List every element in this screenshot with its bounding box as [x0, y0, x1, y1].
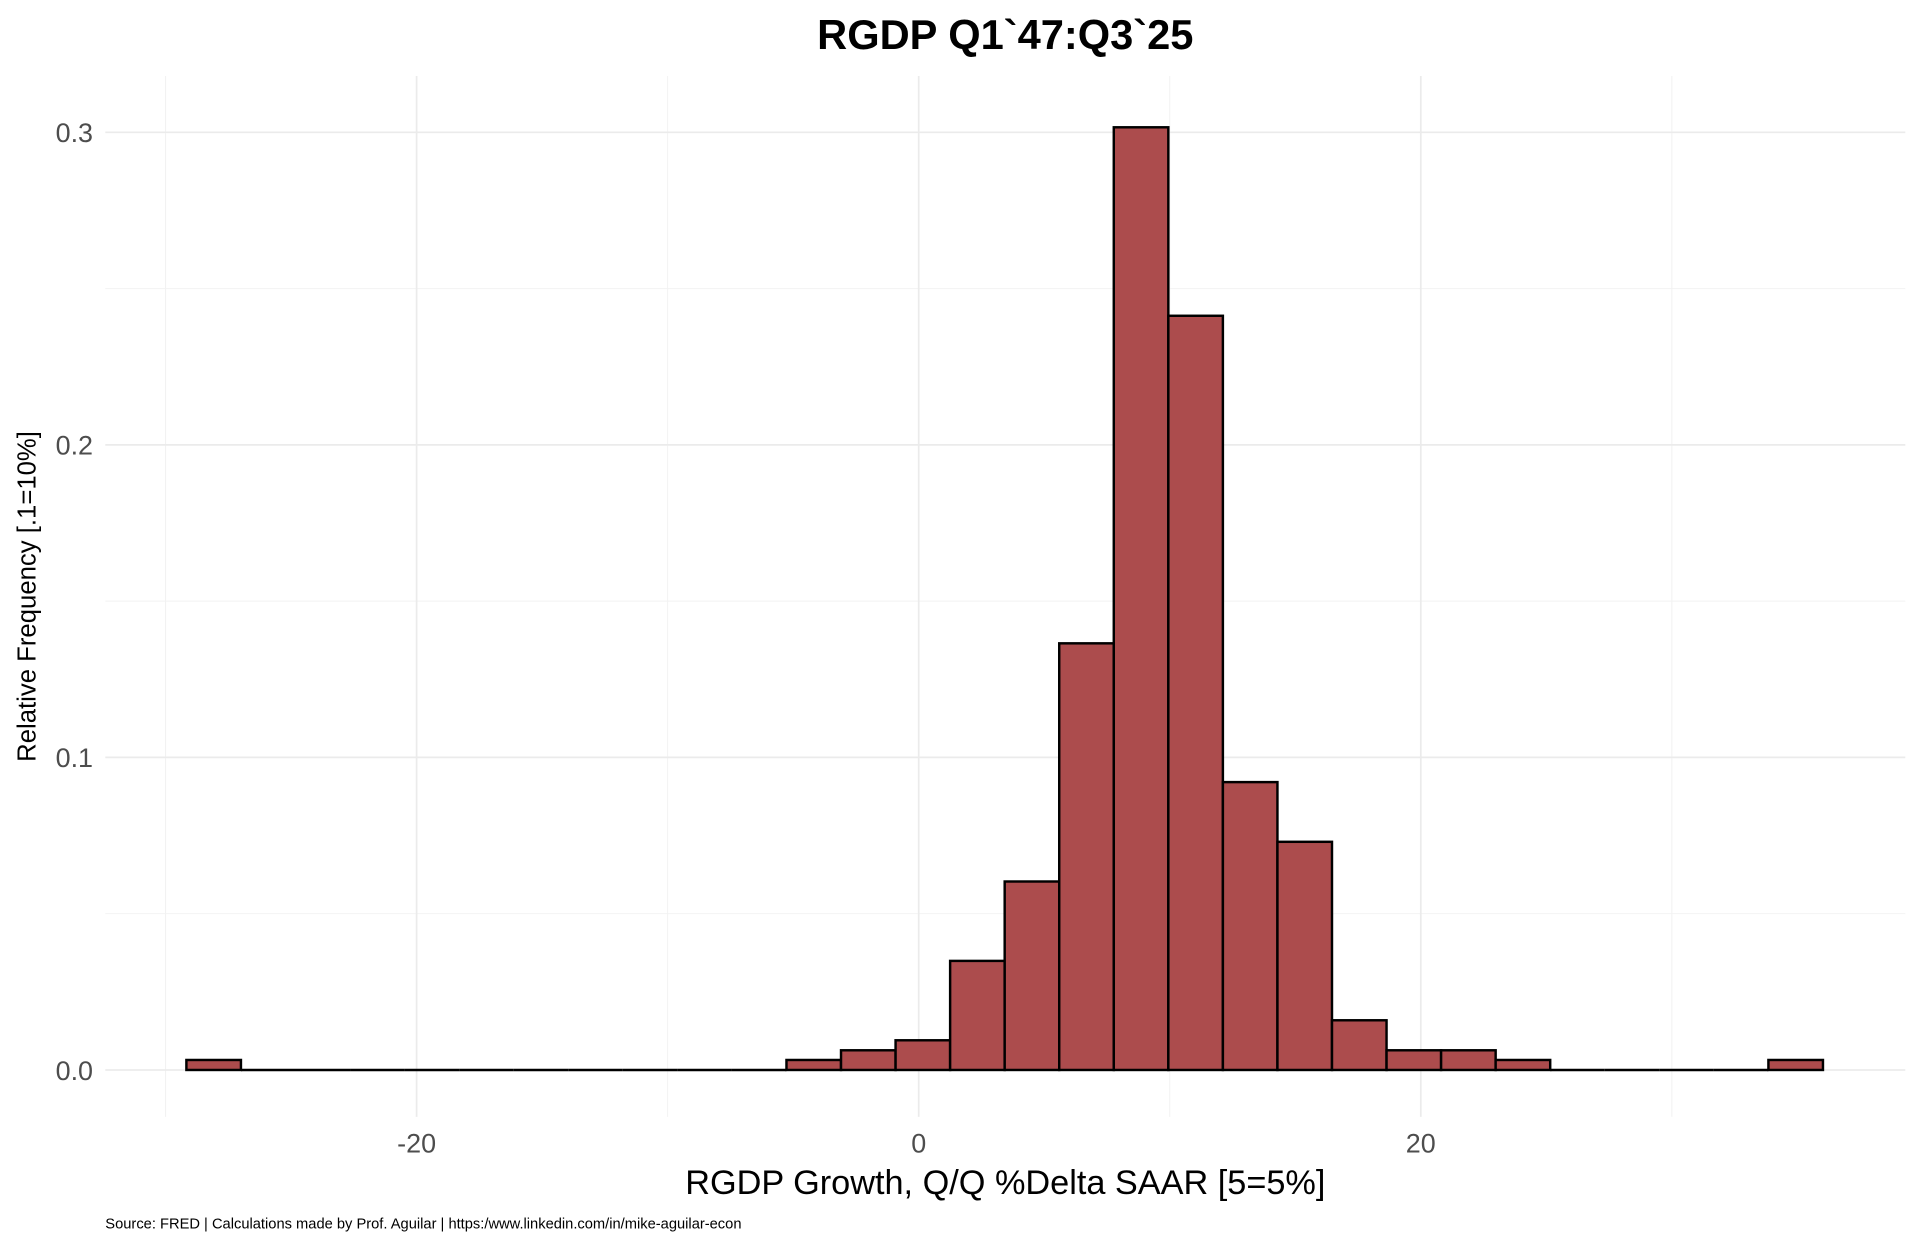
y-tick-label: 0.2	[56, 431, 93, 461]
chart-title: RGDP Q1`47:Q3`25	[817, 11, 1193, 58]
y-tick-label: 0.0	[56, 1056, 93, 1086]
histogram-bar	[1003, 880, 1061, 1072]
histogram-bar	[948, 959, 1006, 1072]
y-axis-title: Relative Frequency [.1=10%]	[14, 431, 42, 762]
histogram-bar	[185, 1058, 243, 1072]
histogram-bar	[1058, 642, 1116, 1072]
x-tick-label: 0	[911, 1128, 926, 1158]
histogram-bars	[185, 126, 1825, 1072]
histogram-bar	[1439, 1049, 1497, 1072]
x-axis-title: RGDP Growth, Q/Q %Delta SAAR [5=5%]	[685, 1164, 1325, 1202]
histogram-bar	[785, 1058, 843, 1072]
y-axis-ticks: 0.0 0.1 0.2 0.3	[56, 118, 93, 1086]
histogram-bar	[1330, 1019, 1388, 1072]
y-tick-label: 0.3	[56, 118, 93, 148]
chart-caption: Source: FRED | Calculations made by Prof…	[105, 1216, 741, 1232]
x-tick-label: -20	[397, 1128, 436, 1158]
histogram-bar	[1276, 840, 1334, 1072]
histogram-bar	[1494, 1058, 1552, 1072]
x-tick-label: 20	[1406, 1128, 1436, 1158]
histogram-bar	[1167, 314, 1225, 1072]
histogram-bar	[1221, 780, 1279, 1072]
histogram-bar	[839, 1049, 897, 1072]
histogram-bar	[894, 1039, 952, 1072]
x-axis-ticks: -20 0 20	[397, 1128, 1436, 1158]
histogram-bar	[1767, 1058, 1825, 1072]
y-tick-label: 0.1	[56, 743, 93, 773]
histogram-bar	[1385, 1049, 1443, 1072]
gridlines	[105, 76, 1906, 1117]
histogram-bar	[1112, 126, 1170, 1072]
